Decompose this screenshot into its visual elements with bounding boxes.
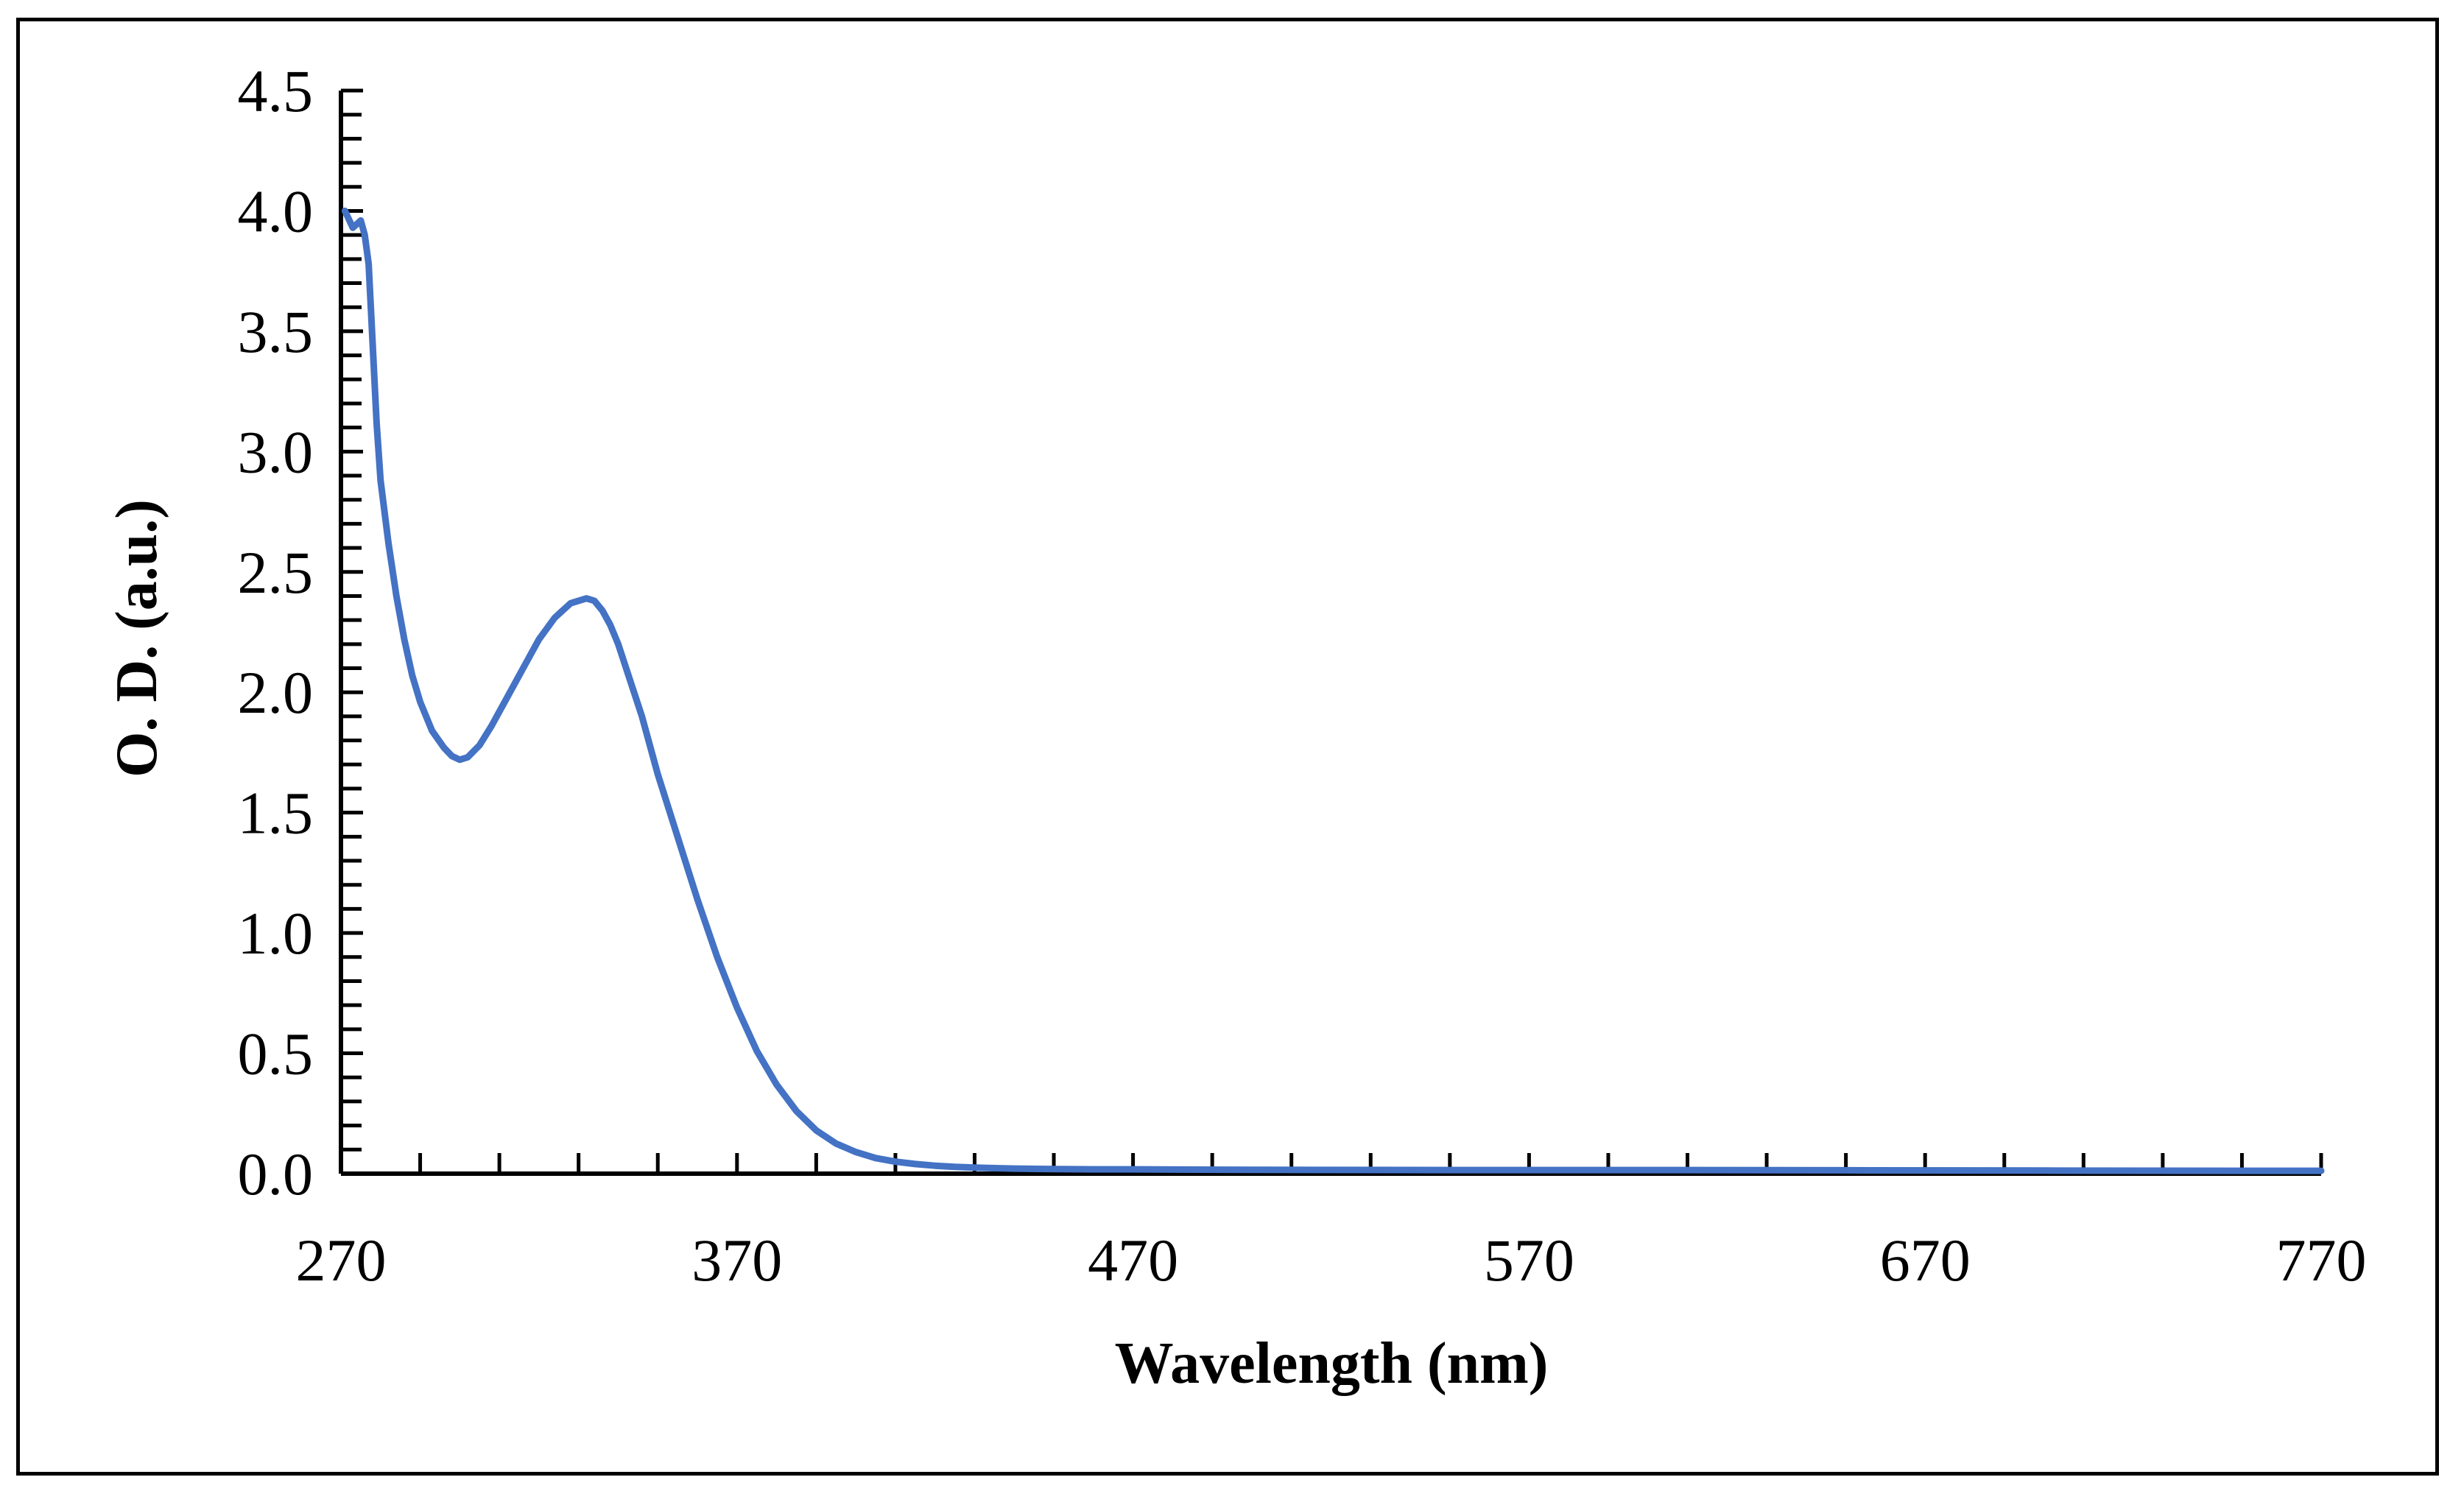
y-tick-label: 4.0: [238, 177, 314, 244]
x-axis-title: Wavelength (nm): [1115, 1331, 1549, 1396]
y-tick-label: 4.5: [238, 57, 314, 124]
series-line-absorbance: [341, 207, 2325, 1174]
x-tick-label: 770: [2276, 1227, 2367, 1294]
x-tick-label: 570: [1484, 1227, 1574, 1294]
x-tick-label: 470: [1088, 1227, 1178, 1294]
x-tick-label: 370: [691, 1227, 782, 1294]
y-tick-label: 2.0: [238, 659, 314, 726]
y-tick-label: 1.0: [238, 900, 314, 967]
y-tick-label: 0.5: [238, 1021, 314, 1088]
y-tick-label: 3.0: [238, 418, 314, 485]
y-tick-label: 2.5: [238, 539, 314, 606]
y-tick-label: 1.5: [238, 780, 314, 847]
y-tick-label: 3.5: [238, 298, 314, 365]
x-tick-label: 270: [296, 1227, 387, 1294]
x-tick-label: 670: [1880, 1227, 1971, 1294]
y-tick-label: 0.0: [238, 1141, 314, 1208]
chart-frame: [16, 18, 2439, 1476]
y-axis-title: O. D. (a.u.): [105, 499, 169, 778]
